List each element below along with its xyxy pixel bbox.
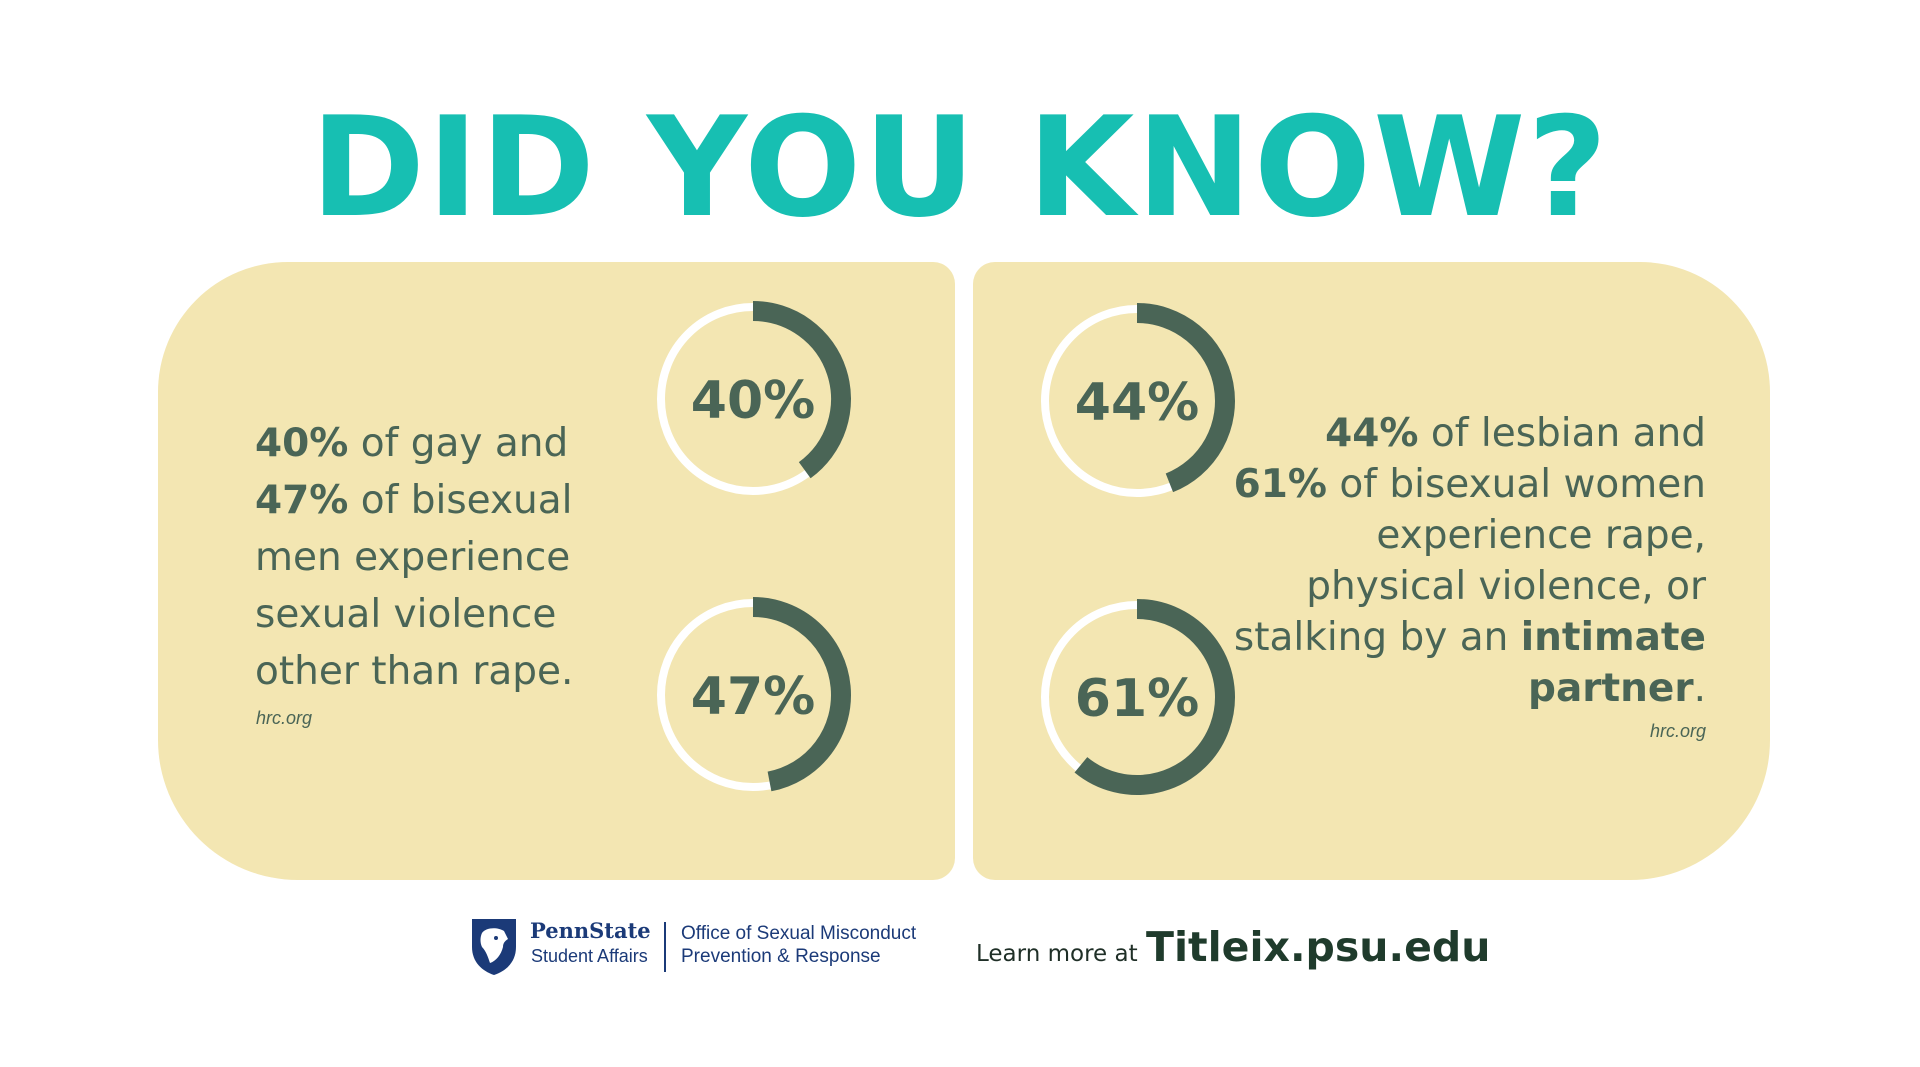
ring-label: 61% (1075, 669, 1199, 729)
ring-label: 40% (691, 371, 815, 431)
office-line-2: Prevention & Response (681, 946, 881, 967)
ring-chart-61: 61% (1041, 599, 1235, 795)
ring-chart-47: 47% (657, 597, 851, 792)
brand-unit: Student Affairs (531, 946, 648, 966)
stat-panel-women: 44% 61% 44% of lesbian and 61% of bisexu… (973, 262, 1770, 880)
statement-text-1: of lesbian and (1418, 411, 1706, 456)
stat-gay-men: 40% (255, 421, 349, 466)
brand-name: PennState (530, 918, 651, 943)
statement-text-2: of bisexual men experience sexual violen… (255, 478, 574, 694)
stat-bisexual-women: 61% (1233, 462, 1327, 507)
ring-chart-40: 40% (657, 301, 851, 495)
ring-label: 44% (1075, 373, 1199, 433)
source-link[interactable]: hrc.org (1649, 721, 1706, 741)
ring-label: 47% (691, 667, 815, 727)
ring-arc (752, 301, 851, 479)
source-link[interactable]: hrc.org (256, 708, 313, 728)
statement-men: 40% of gay and 47% of bisexual men exper… (255, 415, 635, 700)
penn-state-shield-icon (472, 919, 516, 975)
office-line-1: Office of Sexual Misconduct (681, 923, 917, 944)
statement-emphasis: intimate partner (1520, 615, 1706, 711)
statement-end: . (1693, 666, 1706, 711)
ring-arc (752, 597, 851, 792)
stat-bisexual-men: 47% (255, 478, 349, 523)
ring-chart-44: 44% (1041, 303, 1235, 497)
statement-text-1: of gay and (348, 421, 569, 466)
statement-text-2: of bisexual women experience rape, physi… (1233, 462, 1706, 660)
ring-arc (1074, 599, 1235, 795)
learn-more-label: Learn more at (976, 941, 1138, 967)
office-name: Office of Sexual Misconduct Prevention &… (681, 922, 961, 968)
footer-divider (664, 922, 666, 972)
ring-arc (1136, 303, 1235, 493)
website-link[interactable]: Titleix.psu.edu (1146, 923, 1491, 971)
stat-lesbian-women: 44% (1325, 411, 1419, 456)
headline: DID YOU KNOW? (310, 87, 1610, 248)
stat-panel-men: 40% of gay and 47% of bisexual men exper… (158, 262, 955, 880)
statement-women: 44% of lesbian and 61% of bisexual women… (1226, 408, 1706, 714)
